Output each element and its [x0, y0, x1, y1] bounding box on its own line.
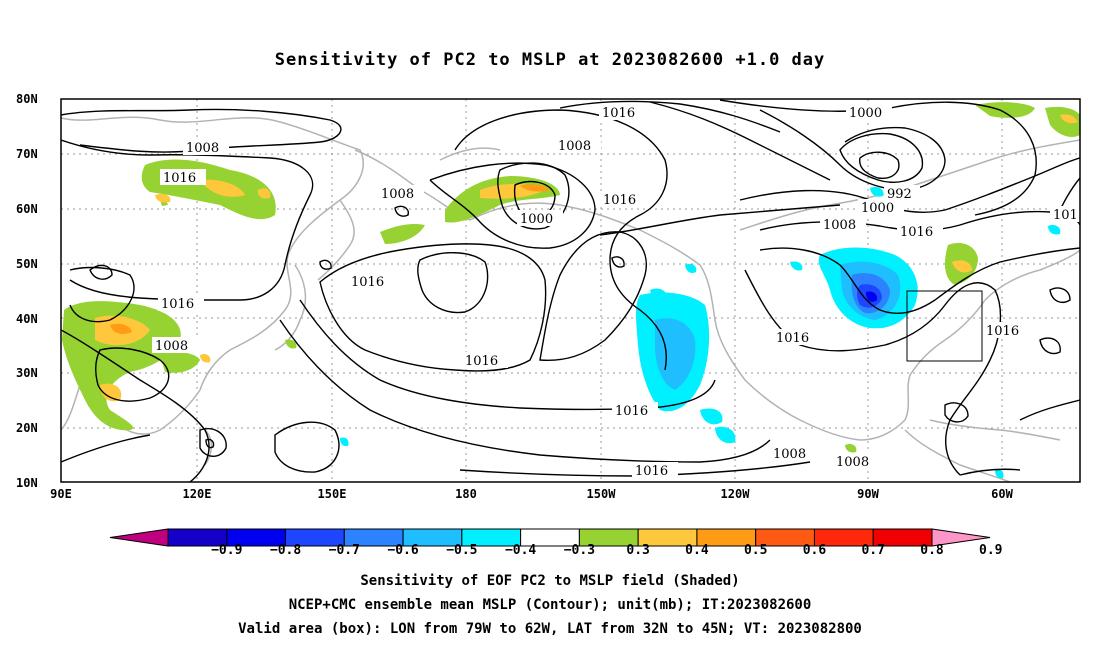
- map-panel: 1016 1000 1008 1016 1008 1000 1016 992 1…: [60, 98, 1081, 483]
- colorbar-tick-label: −0.9: [211, 543, 243, 558]
- contour-label: 1016: [163, 171, 196, 186]
- contour-labels: 1016 1000 1008 1016 1008 1000 1016 992 1…: [152, 104, 1080, 479]
- colorbar-tick-label: −0.7: [328, 543, 360, 558]
- contour-label: 992: [887, 187, 912, 202]
- lat-label-60n: 60N: [16, 202, 38, 216]
- colorbar-tick-label: 0.6: [802, 543, 827, 558]
- colorbar-tick-label: 0.5: [743, 543, 768, 558]
- map-title: Sensitivity of PC2 to MSLP at 2023082600…: [274, 50, 826, 70]
- caption-line-2: NCEP+CMC ensemble mean MSLP (Contour); u…: [288, 597, 812, 613]
- colorbar-tick-label: 0.4: [685, 543, 709, 558]
- lat-label-20n: 20N: [16, 421, 38, 435]
- contour-label: 1000: [849, 106, 882, 121]
- colorbar: [109, 528, 991, 547]
- lon-label-90e: 90E: [50, 487, 72, 501]
- lat-label-50n: 50N: [16, 257, 38, 271]
- colorbar-tick-label: 0.7: [861, 543, 885, 558]
- colorbar-tick-label: 0.9: [979, 543, 1003, 558]
- lon-label-180: 180: [455, 487, 477, 501]
- colorbar-left-arrow: [109, 528, 169, 547]
- lon-label-90w: 90W: [857, 487, 879, 501]
- contour-label: 1008: [186, 141, 219, 156]
- colorbar-tick-label: −0.4: [504, 543, 537, 558]
- caption-line-1: Sensitivity of EOF PC2 to MSLP field (Sh…: [360, 573, 740, 589]
- contour-label: 1016: [615, 404, 648, 419]
- contour-label: 101: [1053, 208, 1078, 223]
- contour-label: 1016: [900, 225, 933, 240]
- contour-label: 1016: [986, 324, 1019, 339]
- contour-label: 1008: [836, 455, 869, 470]
- colorbar-right-arrow: [931, 528, 991, 547]
- contour-label: 1008: [155, 339, 188, 354]
- negative-shading: [340, 186, 1061, 479]
- caption-line-3: Valid area (box): LON from 79W to 62W, L…: [238, 621, 862, 637]
- lat-label-10n: 10N: [16, 476, 38, 490]
- contour-label: 1000: [861, 201, 894, 216]
- contour-label: 1000: [520, 212, 553, 227]
- contour-label: 1016: [776, 331, 809, 346]
- contour-label: 1008: [773, 447, 806, 462]
- lat-label-80n: 80N: [16, 92, 38, 106]
- lat-label-40n: 40N: [16, 312, 38, 326]
- valid-area-box: [906, 290, 983, 362]
- map-frame: [60, 98, 1081, 483]
- colorbar-tick-label: −0.8: [269, 543, 302, 558]
- contour-label: 1016: [602, 106, 635, 121]
- lat-label-30n: 30N: [16, 366, 38, 380]
- contour-label: 1016: [635, 464, 668, 479]
- contour-label: 1016: [603, 193, 636, 208]
- contour-label: 1008: [558, 139, 591, 154]
- colorbar-tick-label: −0.3: [563, 543, 596, 558]
- lat-label-70n: 70N: [16, 147, 38, 161]
- colorbar-tick-label: −0.6: [387, 543, 419, 558]
- contour-label: 1016: [161, 297, 194, 312]
- colorbar-tick-label: −0.5: [446, 543, 478, 558]
- lon-label-120e: 120E: [182, 487, 212, 501]
- lon-label-60w: 60W: [991, 487, 1013, 501]
- lon-label-150w: 150W: [586, 487, 616, 501]
- contour-label: 1016: [351, 275, 384, 290]
- contour-label: 1016: [465, 354, 498, 369]
- colorbar-tick-label: 0.3: [626, 543, 650, 558]
- colorbar-tick-label: 0.8: [920, 543, 944, 558]
- contour-label: 1008: [381, 187, 414, 202]
- contour-label: 1008: [823, 218, 856, 233]
- lon-label-150e: 150E: [317, 487, 347, 501]
- lon-label-120w: 120W: [720, 487, 750, 501]
